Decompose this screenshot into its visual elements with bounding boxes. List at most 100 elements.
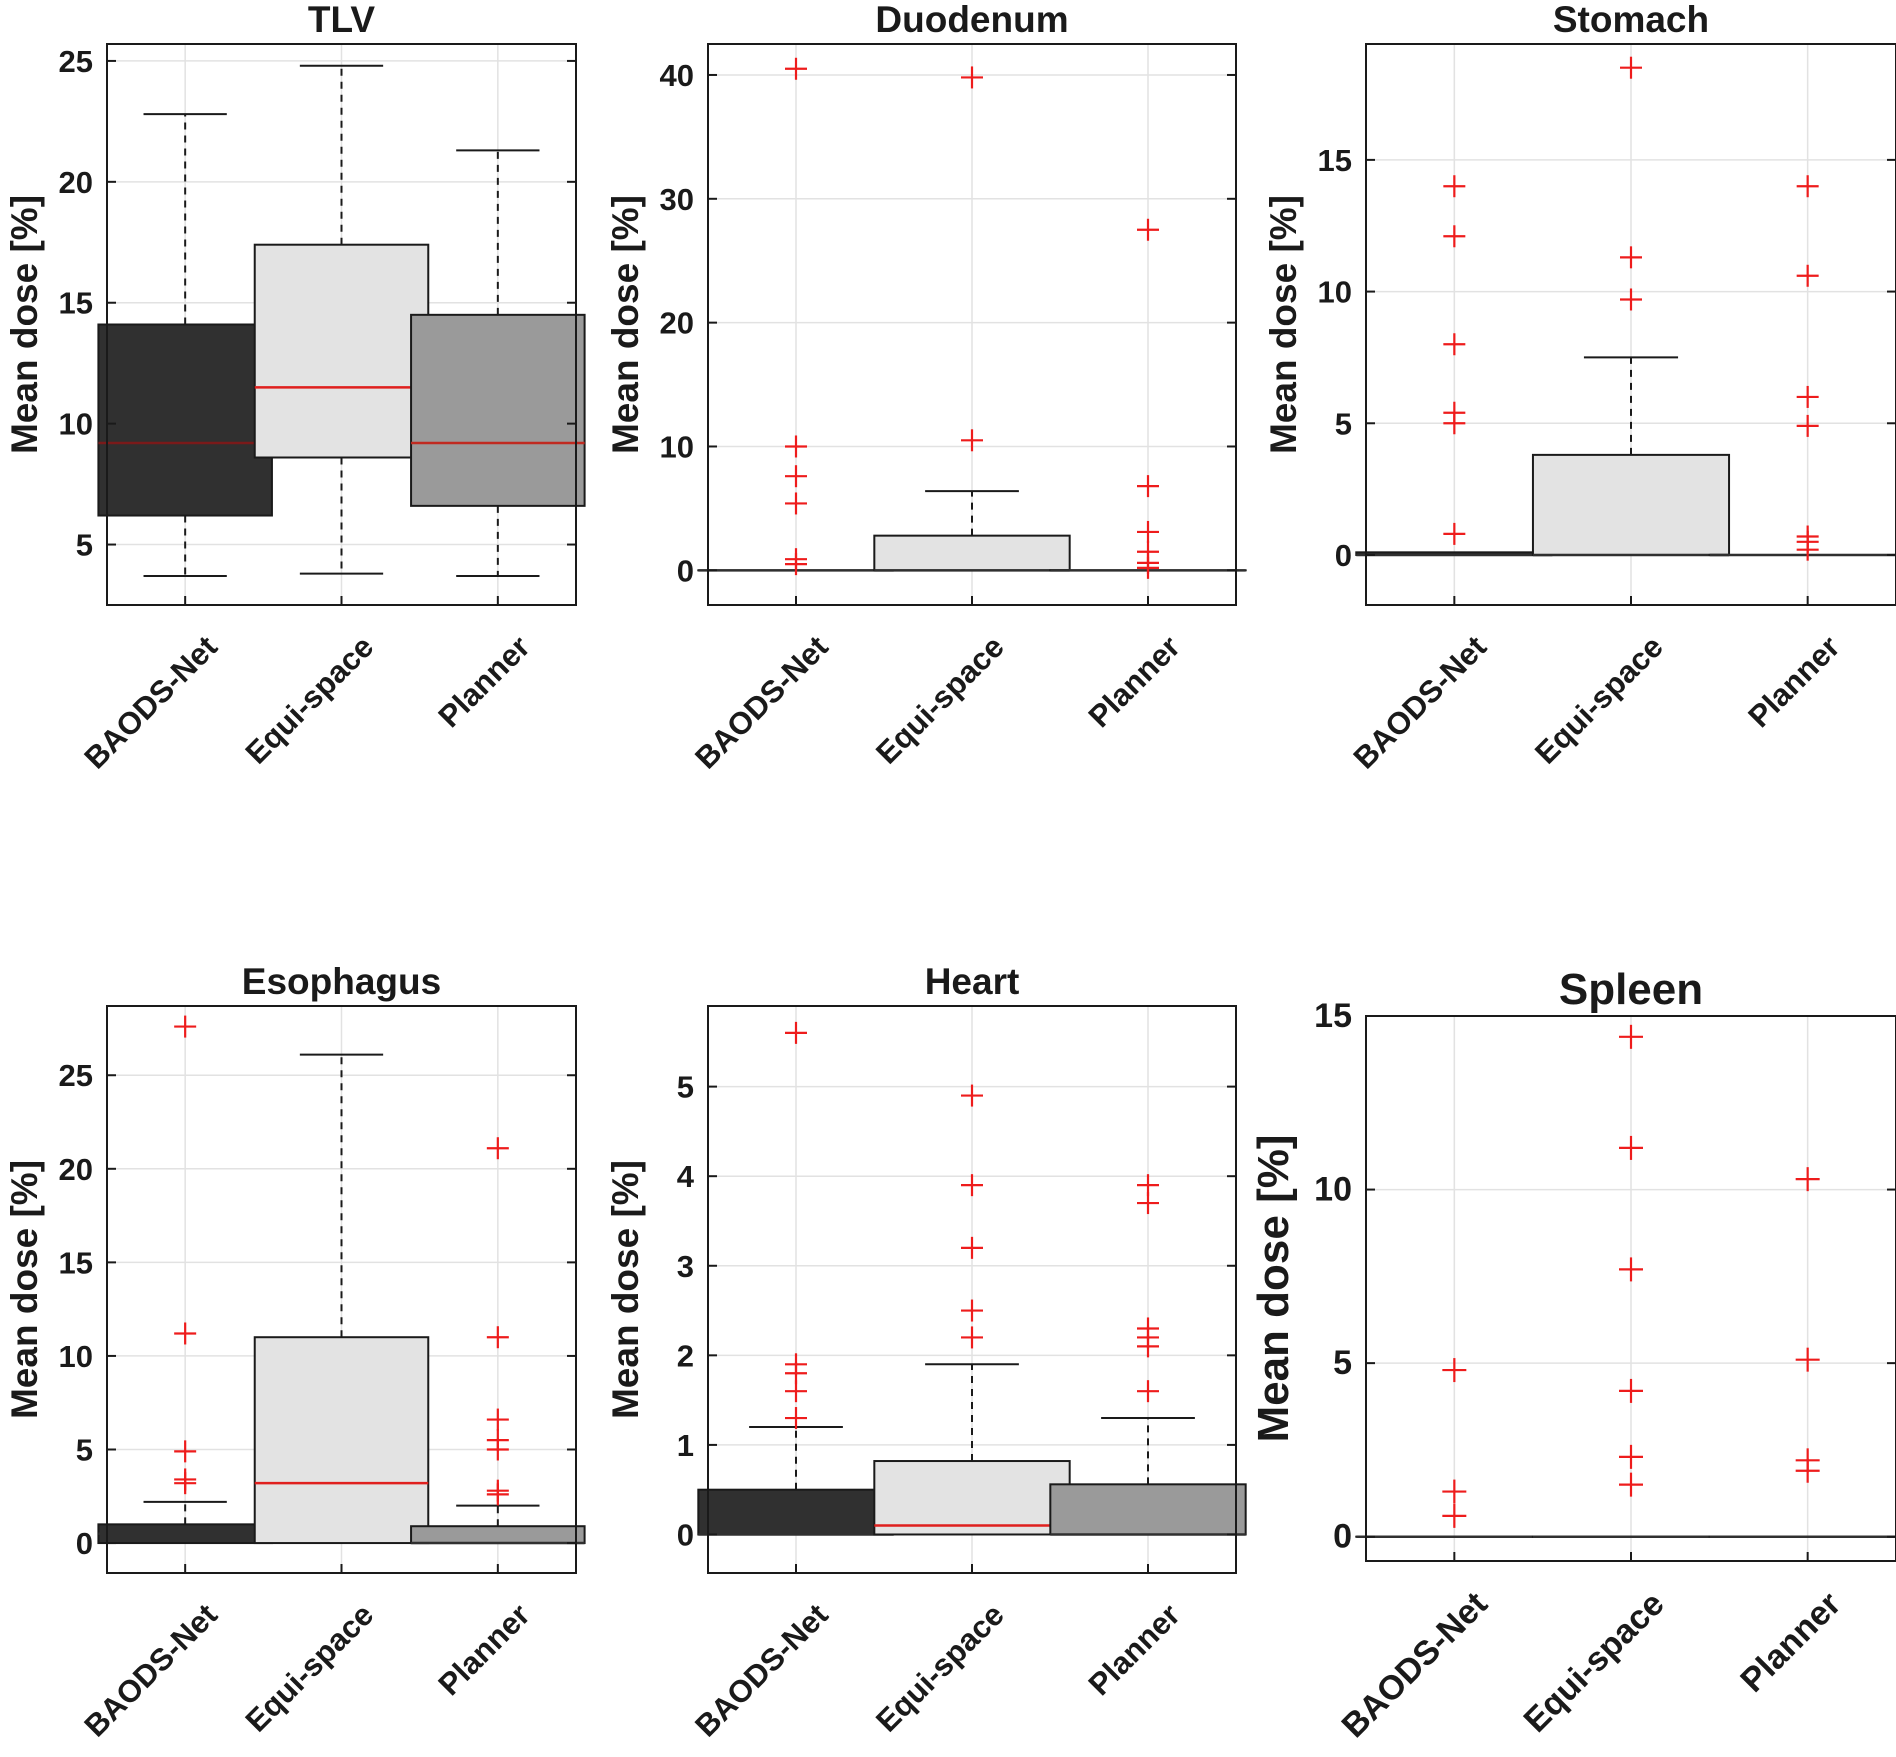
outlier-marker (785, 435, 807, 458)
outlier-marker (961, 1326, 983, 1349)
outlier-marker (1795, 1458, 1820, 1483)
outlier-marker (1796, 175, 1819, 198)
panel-tlv: 5 10 15 20 25 BAODS-Net Equi-space Planner TLV Me… (4, 0, 586, 776)
outlier-marker (785, 492, 807, 515)
outlier-marker (1442, 1503, 1467, 1528)
outlier-marker (174, 1440, 197, 1463)
outlier-marker (1619, 1135, 1643, 1160)
y-tick-label: 20 (59, 165, 93, 200)
outlier-marker (1137, 556, 1159, 579)
outlier-marker (486, 1326, 509, 1349)
y-axis-label: Mean dose [%] (1263, 195, 1304, 454)
outlier-marker (785, 465, 807, 488)
box-body (253, 1336, 430, 1545)
outlier-marker (1137, 520, 1159, 543)
outlier-marker (1443, 412, 1466, 435)
y-tick-label: 2 (677, 1338, 694, 1373)
outlier-marker (1443, 175, 1466, 198)
outlier-marker (1619, 1444, 1643, 1469)
box-body (873, 534, 1071, 572)
x-tick-label: Planner (1082, 629, 1187, 734)
y-tick-label: 0 (677, 1517, 694, 1552)
y-tick-label: 20 (660, 306, 694, 341)
outlier-marker (1795, 1167, 1820, 1192)
panel-heart: 0 1 2 3 4 5 BAODS-Net Equi-space Planner Heart Mea… (605, 961, 1247, 1744)
x-tick-label: Equi-space (239, 1597, 381, 1739)
outlier-marker (1137, 1380, 1159, 1403)
outlier-marker (1443, 225, 1466, 248)
box-body (253, 243, 430, 459)
x-tick-label: BAODS-Net (1335, 1585, 1495, 1745)
outlier-marker (1137, 218, 1159, 241)
y-tick-label: 3 (677, 1249, 694, 1284)
outlier-marker (1442, 1479, 1467, 1504)
x-tick-label: BAODS-Net (77, 1597, 224, 1744)
panel-title: Duodenum (875, 0, 1068, 40)
x-tick-label: Planner (1741, 629, 1846, 734)
outlier-marker (1137, 1335, 1159, 1358)
outlier-marker (1620, 56, 1642, 79)
y-tick-label: 30 (660, 182, 694, 217)
panel-title: Heart (925, 961, 1020, 1002)
box-equi-space (873, 66, 1071, 572)
box-body (97, 323, 273, 517)
x-tick-label: Planner (1733, 1585, 1848, 1700)
outlier-marker (1137, 1192, 1159, 1215)
box-equi-space (253, 1053, 430, 1545)
y-axis-label: Mean dose [%] (1249, 1134, 1298, 1442)
x-tick-label: Planner (431, 629, 536, 734)
box-planner (410, 149, 586, 577)
outlier-marker (961, 1084, 983, 1107)
outlier-marker (1443, 333, 1466, 356)
x-tick-label: Planner (1082, 1597, 1187, 1702)
outlier-marker (961, 429, 983, 452)
box-planner (1708, 1167, 1896, 1538)
y-tick-label: 15 (1314, 997, 1352, 1035)
panel-stomach: 0 5 10 15 BAODS-Net Equi-space Planner Stomach M… (1263, 0, 1896, 776)
outlier-marker (486, 1438, 509, 1461)
outlier-marker (1620, 288, 1642, 311)
y-tick-label: 5 (1333, 1344, 1352, 1382)
x-tick-label: BAODS-Net (77, 629, 224, 776)
box-body (410, 1525, 586, 1545)
panel-esophagus: 0 5 10 15 20 25 BAODS-Net Equi-space Planner Esop… (4, 961, 586, 1744)
panel-title: Esophagus (242, 961, 441, 1002)
y-tick-label: 4 (677, 1159, 695, 1194)
box-planner (1049, 218, 1247, 579)
box-body (1531, 453, 1731, 556)
x-tick-label: Equi-space (1528, 629, 1670, 771)
outlier-marker (1796, 538, 1819, 561)
y-axis-label: Mean dose [%] (605, 195, 646, 454)
outlier-marker (174, 1472, 197, 1495)
box-equi-space (873, 1084, 1071, 1536)
outlier-marker (961, 66, 983, 89)
outlier-marker (1795, 1347, 1820, 1372)
y-tick-label: 10 (1318, 275, 1352, 310)
box-body (873, 1460, 1071, 1536)
y-tick-label: 15 (59, 1245, 93, 1280)
y-tick-label: 40 (660, 58, 694, 93)
outlier-marker (174, 1322, 197, 1345)
box-planner (1049, 1174, 1247, 1536)
y-axis-label: Mean dose [%] (4, 195, 45, 454)
y-tick-label: 0 (677, 553, 694, 588)
y-tick-label: 25 (59, 1058, 93, 1093)
outlier-marker (1796, 414, 1819, 437)
outlier-marker (486, 1483, 509, 1506)
y-tick-label: 0 (1335, 538, 1352, 573)
outlier-marker (1619, 1024, 1643, 1049)
y-axis-label: Mean dose [%] (4, 1160, 45, 1419)
outlier-marker (785, 1407, 807, 1430)
y-tick-label: 5 (76, 1432, 93, 1467)
x-tick-label: Equi-space (1516, 1585, 1671, 1740)
box-planner (1708, 175, 1896, 561)
panel-duodenum: 0 10 20 30 40 BAODS-Net Equi-space Planner Duode… (605, 0, 1247, 776)
outlier-marker (1619, 1378, 1643, 1403)
panel-title: TLV (308, 0, 375, 40)
x-tick-label: BAODS-Net (1347, 629, 1494, 776)
y-axis-label: Mean dose [%] (605, 1160, 646, 1419)
y-tick-label: 10 (1314, 1171, 1352, 1209)
y-tick-label: 0 (1333, 1518, 1352, 1556)
panel-spleen: 0 5 10 15 BAODS-Net Equi-space Planner Spleen Me… (1249, 965, 1896, 1745)
